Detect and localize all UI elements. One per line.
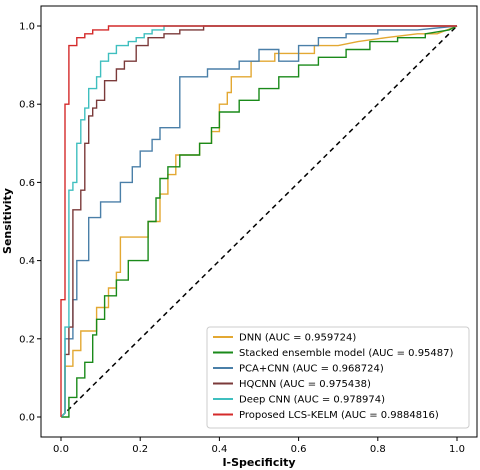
y-tick-label-2: 0.4: [19, 256, 35, 267]
series-line-2: [60, 25, 458, 418]
y-tick-label-0: 0.0: [19, 413, 35, 424]
y-tick-label-5: 1.0: [19, 22, 35, 33]
x-tick-label-5: 1.0: [449, 444, 465, 455]
x-axis-ticks: 0.0 0.2 0.4 0.6 0.8 1.0: [53, 437, 465, 455]
x-tick-label-0: 0.0: [53, 444, 69, 455]
y-tick-label-4: 0.8: [19, 100, 35, 111]
y-axis-title: Sensitivity: [1, 188, 14, 254]
legend-box: [206, 326, 470, 429]
y-tick-label-1: 0.2: [19, 334, 35, 345]
series-line-1: [61, 25, 458, 418]
legend-label-3: HQCNN (AUC = 0.975438): [239, 379, 371, 390]
x-tick-label-2: 0.4: [211, 444, 227, 455]
reference-diagonal-layer: [60, 25, 458, 418]
y-axis-ticks: 0.0 0.2 0.4 0.6 0.8 1.0: [19, 22, 41, 424]
legend-label-5: Proposed LCS-KELM (AUC = 0.9884816): [239, 410, 439, 421]
series-line-5: [60, 25, 457, 417]
series-line-3: [60, 25, 457, 418]
legend: DNN (AUC = 0.959724) Stacked ensemble mod…: [206, 326, 470, 429]
legend-label-2: PCA+CNN (AUC = 0.968724): [239, 364, 384, 375]
series-layer: [60, 25, 458, 418]
legend-label-1: Stacked ensemble model (AUC = 0.95487): [239, 348, 454, 359]
reference-diagonal-line: [60, 25, 458, 418]
x-tick-label-1: 0.2: [132, 444, 148, 455]
x-tick-label-4: 0.8: [370, 444, 386, 455]
plot-frame: [40, 5, 478, 438]
legend-label-4: Deep CNN (AUC = 0.978974): [239, 395, 385, 406]
x-tick-label-3: 0.6: [291, 444, 307, 455]
x-axis-title: I-Specificity: [222, 456, 295, 469]
legend-label-0: DNN (AUC = 0.959724): [239, 333, 356, 344]
series-line-4: [60, 25, 457, 418]
y-tick-label-3: 0.6: [19, 178, 35, 189]
